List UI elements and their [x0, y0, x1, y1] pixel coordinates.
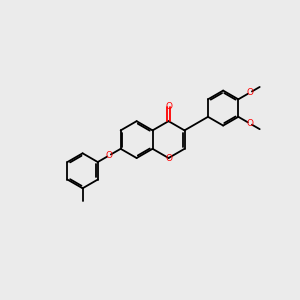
Text: O: O [246, 88, 254, 97]
Text: O: O [165, 102, 172, 111]
Text: O: O [165, 154, 172, 163]
Text: O: O [106, 151, 112, 160]
Text: O: O [246, 119, 254, 128]
